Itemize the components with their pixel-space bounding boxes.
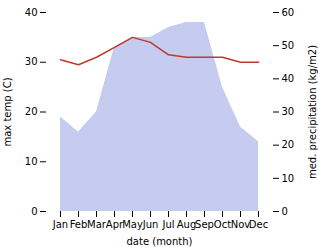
svg-text:Aug: Aug xyxy=(177,219,197,230)
svg-text:May: May xyxy=(122,219,143,230)
svg-text:date (month): date (month) xyxy=(127,236,193,247)
svg-text:10: 10 xyxy=(25,156,38,167)
svg-text:30: 30 xyxy=(25,56,38,67)
svg-text:10: 10 xyxy=(282,173,295,184)
svg-text:50: 50 xyxy=(282,40,295,51)
svg-text:20: 20 xyxy=(25,106,38,117)
svg-text:40: 40 xyxy=(282,73,295,84)
svg-text:Nov: Nov xyxy=(231,219,251,230)
svg-text:max temp (C): max temp (C) xyxy=(2,77,13,146)
svg-text:40: 40 xyxy=(25,7,38,18)
svg-text:Jun: Jun xyxy=(142,219,159,230)
svg-text:20: 20 xyxy=(282,139,295,150)
svg-text:Dec: Dec xyxy=(249,219,268,230)
svg-text:med. precipitation (kg/m2): med. precipitation (kg/m2) xyxy=(307,45,318,179)
svg-text:Jan: Jan xyxy=(52,219,68,230)
svg-text:Apr: Apr xyxy=(105,218,124,230)
svg-text:Oct: Oct xyxy=(214,219,231,230)
svg-text:30: 30 xyxy=(282,106,295,117)
svg-text:0: 0 xyxy=(282,206,288,217)
svg-text:Mar: Mar xyxy=(87,219,107,230)
svg-text:Sep: Sep xyxy=(195,219,214,230)
svg-text:0: 0 xyxy=(31,206,37,217)
svg-text:60: 60 xyxy=(282,7,295,18)
svg-text:Feb: Feb xyxy=(70,219,88,230)
svg-text:Jul: Jul xyxy=(161,219,174,230)
